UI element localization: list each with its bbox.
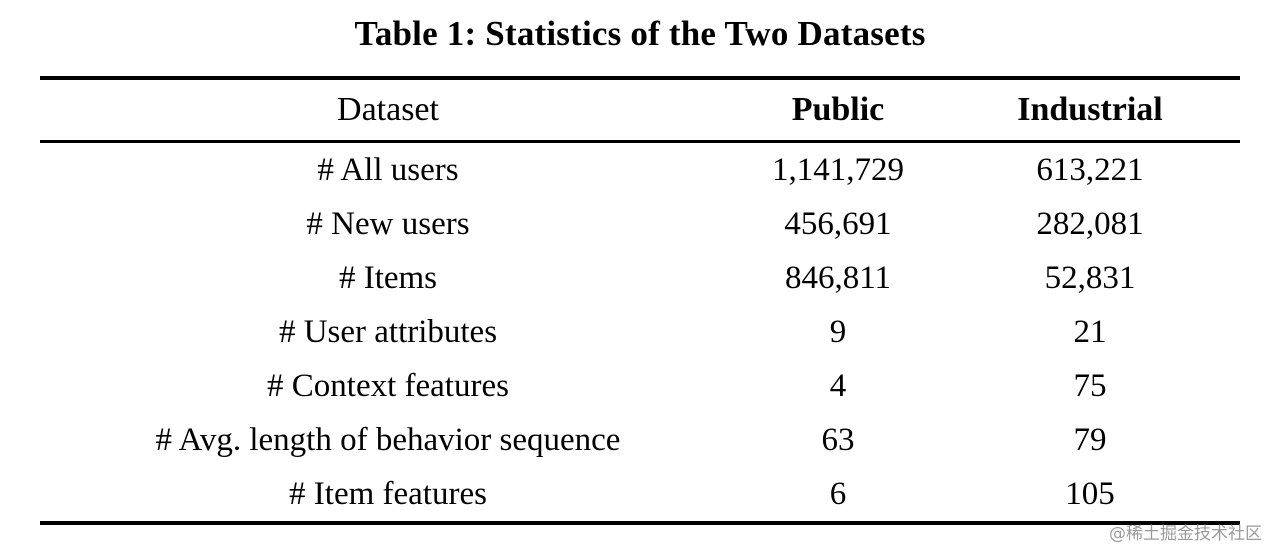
watermark-text: @稀土掘金技术社区 (1109, 524, 1262, 544)
row-public-value: 4 (829, 367, 847, 404)
row-label: # Item features (289, 475, 487, 512)
row-industrial-value: 105 (1065, 475, 1115, 512)
row-label: # Items (338, 259, 438, 296)
row-industrial-value: 52,831 (1044, 259, 1136, 296)
row-industrial-value: 21 (1073, 313, 1107, 350)
row-label: # All users (317, 151, 459, 188)
header-dataset: Dataset (337, 91, 439, 128)
row-public-value: 6 (829, 475, 847, 512)
row-public-value: 1,141,729 (772, 151, 904, 188)
header-industrial: Industrial (1017, 91, 1163, 128)
top-rule (40, 76, 1240, 80)
row-label: # New users (306, 205, 470, 242)
row-label: # User attributes (278, 313, 498, 350)
table-caption: Table 1: Statistics of the Two Datasets (354, 14, 926, 53)
row-public-value: 63 (821, 421, 855, 458)
table-row: # Avg. length of behavior sequence 63 79 (40, 413, 1240, 467)
table-row: # Item features 6 105 (40, 467, 1240, 521)
table-row: # Items 846,811 52,831 (40, 251, 1240, 305)
row-industrial-value: 75 (1073, 367, 1107, 404)
header-public: Public (791, 91, 885, 128)
row-label: # Avg. length of behavior sequence (155, 421, 621, 458)
row-industrial-value: 613,221 (1036, 151, 1144, 188)
header-rule (40, 140, 1240, 143)
row-label: # Context features (267, 367, 509, 404)
row-public-value: 456,691 (784, 205, 892, 242)
row-public-value: 9 (829, 313, 847, 350)
table-row: # All users 1,141,729 613,221 (40, 143, 1240, 197)
table-row: # Context features 4 75 (40, 359, 1240, 413)
bottom-rule (40, 521, 1240, 525)
table-header-row: Dataset Public Industrial (40, 80, 1240, 140)
statistics-table: Dataset Public Industrial # All users 1,… (40, 76, 1240, 525)
row-industrial-value: 282,081 (1036, 205, 1144, 242)
row-industrial-value: 79 (1073, 421, 1107, 458)
table-row: # User attributes 9 21 (40, 305, 1240, 359)
table-row: # New users 456,691 282,081 (40, 197, 1240, 251)
row-public-value: 846,811 (784, 259, 892, 296)
